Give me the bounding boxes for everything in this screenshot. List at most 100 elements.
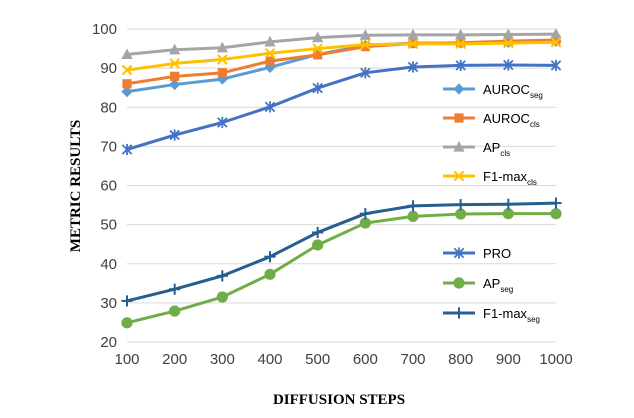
legend-label-f1-max-cls: F1-maxcls — [483, 169, 537, 187]
data-point-f1-max-cls-200 — [169, 58, 180, 69]
series-line-ap-cls — [126, 32, 557, 56]
data-point-f1-max-cls-500-b — [312, 43, 323, 54]
series-line-auroc-cls — [126, 38, 557, 86]
legend-label-auroc-cls: AUROCcls — [483, 111, 540, 129]
data-point-f1-max-seg-600 — [359, 208, 371, 220]
legend-marker-auroc-cls — [454, 113, 464, 123]
data-point-auroc-cls-600 — [360, 42, 370, 52]
data-point-pro-900 — [503, 59, 514, 71]
data-point-f1-max-cls-300 — [217, 54, 228, 65]
x-tick-label-100: 100 — [114, 351, 139, 368]
series-ap-cls — [121, 27, 562, 60]
data-point-f1-max-seg-800 — [455, 199, 467, 211]
data-point-f1-max-seg-300 — [216, 270, 228, 282]
y-tick-label-20: 20 — [100, 334, 117, 351]
x-tick-label-800: 800 — [448, 351, 473, 368]
data-point-ap-cls-900 — [502, 28, 514, 40]
data-point-pro-600 — [360, 67, 371, 79]
series-line-f1-max-seg — [126, 201, 557, 303]
data-point-f1-max-cls-900 — [503, 37, 514, 49]
legend-marker-f1-max-cls-b — [453, 170, 465, 182]
data-point-f1-max-cls-100 — [121, 64, 133, 76]
data-point-f1-max-cls-300-b — [217, 54, 228, 65]
y-tick-label-50: 50 — [100, 217, 117, 234]
data-point-pro-200 — [169, 129, 180, 141]
data-point-f1-max-cls-600 — [360, 39, 371, 50]
data-point-auroc-cls-200 — [170, 71, 180, 81]
series-line-f1-max-cls — [126, 40, 557, 72]
data-point-f1-max-cls-400 — [264, 47, 276, 59]
legend-label-ap-seg: APseg — [483, 276, 513, 294]
data-point-ap-seg-700 — [407, 210, 419, 223]
data-point-f1-max-cls-200-b — [169, 58, 180, 69]
series-line-ap-seg — [126, 212, 556, 325]
legend-item-f1-max-cls: F1-maxcls — [443, 169, 537, 187]
data-point-f1-max-cls-500 — [312, 43, 323, 54]
y-tick-label-70: 70 — [100, 138, 117, 155]
data-point-f1-max-seg-900 — [502, 198, 514, 210]
x-tick-label-300: 300 — [210, 351, 235, 368]
legend-marker-f1-max-cls — [453, 170, 465, 182]
x-tick-label-900: 900 — [496, 351, 521, 368]
data-point-pro-500 — [312, 82, 323, 94]
data-point-auroc-cls-500 — [313, 50, 323, 60]
data-point-ap-cls-700 — [407, 28, 419, 40]
data-point-f1-max-cls-700-b — [407, 38, 419, 50]
series-pro — [121, 59, 562, 156]
data-point-ap-seg-100 — [121, 317, 133, 329]
data-point-f1-max-cls-1000 — [550, 36, 562, 48]
series-f1-max-cls — [121, 36, 562, 76]
data-point-ap-seg-1000 — [550, 208, 562, 220]
data-point-pro-800 — [455, 59, 466, 71]
data-point-auroc-cls-400 — [265, 56, 275, 66]
data-point-f1-max-seg-100 — [121, 295, 133, 307]
data-point-f1-max-seg-200 — [169, 283, 181, 295]
x-tick-label-700: 700 — [400, 351, 425, 368]
data-point-ap-cls-800 — [455, 28, 467, 40]
data-point-pro-1000 — [550, 59, 562, 71]
data-point-f1-max-cls-900-b — [503, 37, 514, 49]
legend-label-pro: PRO — [483, 246, 511, 261]
data-point-auroc-cls-900 — [503, 36, 513, 46]
data-point-ap-seg-400 — [264, 268, 276, 280]
data-point-ap-cls-400 — [264, 35, 276, 47]
legend-marker-auroc-seg — [453, 83, 465, 95]
x-tick-label-500: 500 — [305, 351, 330, 368]
data-point-pro-100 — [121, 143, 133, 156]
data-point-f1-max-cls-400-b — [264, 47, 276, 59]
y-tick-label-80: 80 — [100, 99, 117, 116]
series-f1-max-seg — [121, 197, 562, 307]
data-point-auroc-seg-100 — [121, 86, 133, 98]
data-point-ap-cls-300 — [216, 41, 228, 53]
data-point-f1-max-seg-400 — [264, 251, 276, 263]
y-tick-label-40: 40 — [100, 256, 117, 273]
legend-item-auroc-seg: AUROCseg — [443, 82, 543, 100]
data-point-auroc-cls-1000 — [551, 35, 561, 45]
y-tick-label-30: 30 — [100, 295, 117, 312]
data-point-ap-seg-300 — [216, 291, 228, 303]
y-tick-label-90: 90 — [100, 60, 117, 77]
x-axis-title: DIFFUSION STEPS — [273, 392, 405, 408]
y-tick-label-100: 100 — [92, 21, 117, 38]
data-point-f1-max-seg-1000 — [550, 197, 562, 209]
legend-marker-f1-max-seg — [453, 307, 465, 319]
y-axis-title: METRIC RESULTS — [68, 120, 84, 252]
legend-item-auroc-cls: AUROCcls — [443, 111, 540, 129]
legend-subscript-ap-seg: seg — [500, 285, 513, 294]
data-point-auroc-cls-300 — [217, 68, 227, 78]
x-tick-label-600: 600 — [353, 351, 378, 368]
data-point-ap-cls-500 — [312, 31, 324, 43]
data-point-ap-seg-600 — [359, 217, 371, 229]
legend-item-ap-seg: APseg — [443, 276, 513, 294]
data-point-ap-cls-600 — [359, 29, 371, 40]
data-point-ap-cls-200 — [169, 43, 181, 55]
legend-item-ap-cls: APcls — [443, 140, 510, 158]
series-layer — [121, 27, 562, 329]
legend-marker-ap-seg — [453, 277, 465, 289]
x-tick-label-400: 400 — [257, 351, 282, 368]
series-ap-seg — [121, 208, 562, 329]
legend-subscript-auroc-cls: cls — [530, 120, 540, 129]
data-point-f1-max-cls-800-b — [455, 38, 466, 50]
